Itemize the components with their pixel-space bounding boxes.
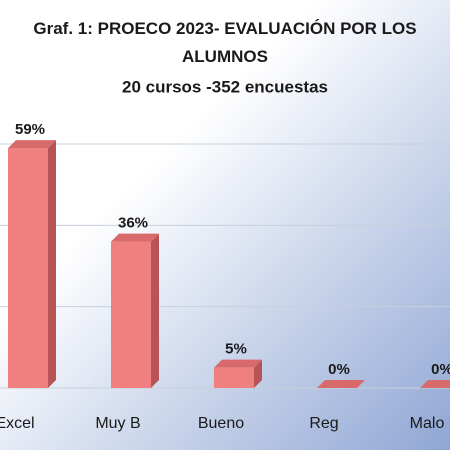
bar-top xyxy=(214,359,262,368)
value-label: 0% xyxy=(431,361,450,378)
bar-top xyxy=(111,233,159,242)
value-label: 5% xyxy=(225,341,247,358)
bar-top xyxy=(317,380,365,388)
value-label: 36% xyxy=(118,215,148,232)
bar xyxy=(214,367,254,388)
bar-side xyxy=(151,233,159,388)
bar-top xyxy=(8,140,56,149)
x-tick-label: Bueno xyxy=(198,415,244,432)
bar-top xyxy=(420,380,450,388)
chart-title-1: Graf. 1: PROECO 2023- EVALUACIÓN POR LOS… xyxy=(33,19,416,66)
x-tick-label: Excel xyxy=(0,415,35,432)
bar-side xyxy=(48,140,56,388)
value-label: 59% xyxy=(15,121,45,138)
chart-subtitle: 20 cursos -352 encuestas xyxy=(122,77,328,96)
x-tick-label: Malo xyxy=(410,415,445,432)
bar-side xyxy=(254,359,262,388)
value-label: 0% xyxy=(328,361,350,378)
x-tick-label: Muy B xyxy=(95,415,140,432)
x-tick-label: Reg xyxy=(309,415,338,432)
bar xyxy=(8,148,48,388)
bar xyxy=(111,241,151,388)
